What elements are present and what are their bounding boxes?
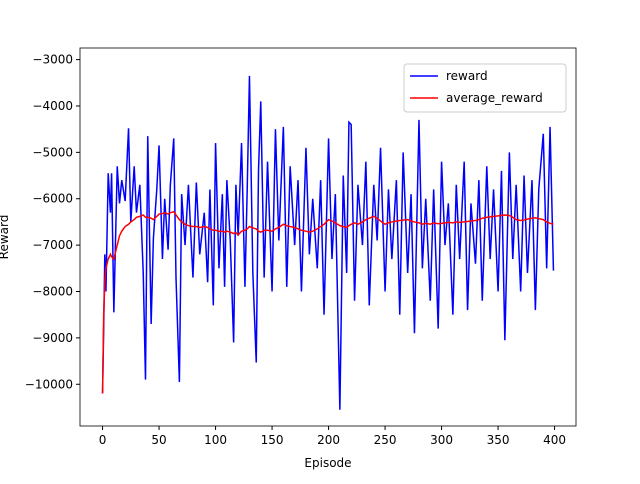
x-tick-label: 50 (151, 433, 166, 447)
y-axis-label: Reward (0, 215, 11, 260)
y-tick-label: −9000 (32, 331, 73, 345)
legend-label: average_reward (446, 91, 543, 105)
y-tick-label: −3000 (32, 53, 73, 67)
plot-frame (79, 47, 577, 427)
x-tick-label: 350 (487, 433, 510, 447)
y-tick-label: −5000 (32, 145, 73, 159)
y-tick-label: −4000 (32, 99, 73, 113)
x-tick-label: 300 (430, 433, 453, 447)
y-tick-label: −8000 (32, 284, 73, 298)
y-tick-label: −6000 (32, 192, 73, 206)
x-tick-label: 250 (374, 433, 397, 447)
y-tick-label: −10000 (25, 377, 73, 391)
x-tick-label: 100 (204, 433, 227, 447)
legend-label: reward (446, 69, 488, 83)
x-tick-label: 200 (317, 433, 340, 447)
x-tick-label: 0 (99, 433, 107, 447)
x-axis-label: Episode (304, 456, 351, 470)
series-line (101, 75, 555, 410)
series-line (101, 210, 554, 394)
x-tick-label: 400 (543, 433, 566, 447)
legend-box (403, 63, 567, 113)
x-tick-label: 150 (261, 433, 284, 447)
y-tick-label: −7000 (32, 238, 73, 252)
